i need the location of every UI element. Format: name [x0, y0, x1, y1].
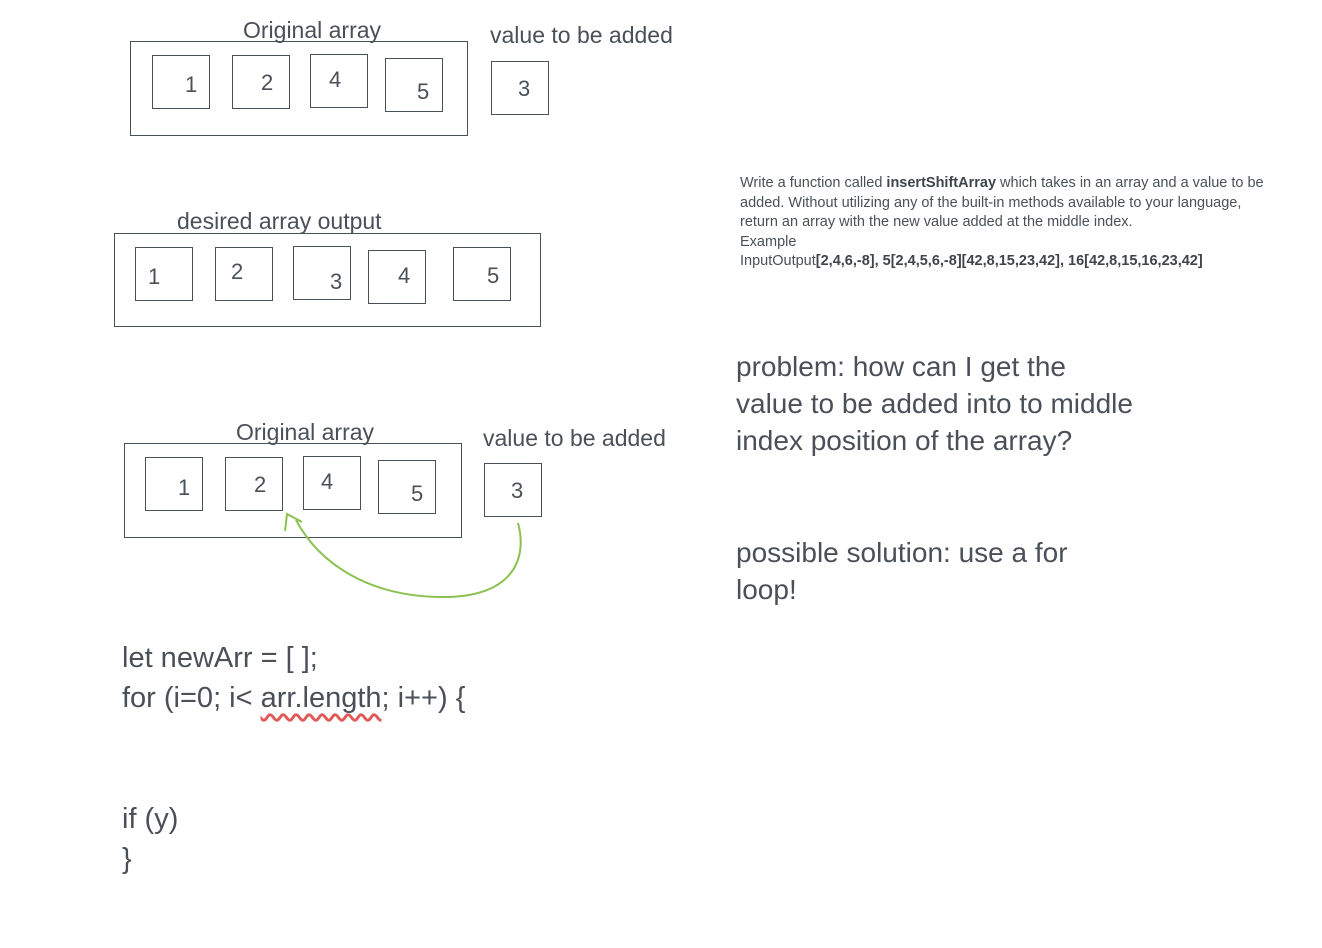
original-array-box-2 — [124, 443, 462, 538]
code-line-3: if (y) — [122, 803, 179, 835]
cell-value: 4 — [321, 469, 334, 494]
code-line-2: for (i=0; i< arr.length; i++) { — [122, 678, 465, 718]
possible-solution: possible solution: use a for loop! — [736, 537, 1068, 605]
cell-value: 3 — [330, 269, 343, 294]
cell-value: 2 — [261, 70, 274, 95]
desired-output-box — [114, 233, 541, 327]
cell-value: 1 — [148, 264, 161, 289]
array-cell: 1 — [152, 55, 210, 109]
problem-description: Write a function called insertShiftArray… — [740, 174, 1270, 272]
cell-value: 4 — [398, 263, 411, 288]
cell-value: 2 — [254, 472, 267, 497]
array-cell: 3 — [293, 246, 351, 300]
array-cell: 4 — [310, 54, 368, 108]
cell-value: 5 — [411, 481, 424, 506]
value-cell: 3 — [491, 61, 549, 115]
desired-output-title: desired array output — [177, 208, 382, 234]
value-to-add: 3 — [518, 76, 531, 101]
io-prefix: InputOutput — [740, 253, 816, 269]
problem-statement: problem: how can I get the value to be a… — [736, 351, 1133, 456]
code-line-1: let newArr = [ ]; — [122, 642, 318, 674]
code-for-start: for (i=0; i< — [122, 682, 261, 714]
array-cell: 5 — [378, 460, 436, 514]
value-to-add-label-2: value to be added — [483, 425, 666, 451]
original-array-box-1 — [130, 41, 468, 136]
cell-value: 5 — [487, 263, 500, 288]
code-for-end: ; i++) { — [381, 682, 466, 714]
array-cell: 2 — [225, 457, 283, 511]
description-text-cont: which takes in an array and a value to b… — [740, 175, 1264, 230]
code-arr-length: arr.length — [260, 682, 382, 714]
io-values: [2,4,6,-8], 5[2,4,5,6,-8][42,8,15,23,42]… — [815, 253, 1203, 269]
array-cell: 5 — [453, 247, 511, 301]
cell-value: 4 — [329, 67, 342, 92]
function-name: insertShiftArray — [886, 175, 997, 191]
array-cell: 4 — [368, 250, 426, 304]
array-cell: 2 — [232, 55, 290, 109]
value-cell: 3 — [484, 463, 542, 517]
array-cell: 4 — [303, 456, 361, 510]
array-cell: 5 — [385, 58, 443, 112]
original-array-title-1: Original array — [243, 17, 382, 43]
array-cell: 1 — [135, 247, 193, 301]
description-text: Write a function called — [740, 175, 887, 191]
cell-value: 5 — [417, 79, 430, 104]
cell-value: 2 — [231, 259, 244, 284]
array-cell: 2 — [215, 247, 273, 301]
cell-value: 1 — [185, 72, 198, 97]
example-label: Example — [740, 233, 797, 250]
array-cell: 1 — [145, 457, 203, 511]
original-array-title-2: Original array — [236, 419, 375, 445]
value-to-add-label-1: value to be added — [490, 22, 673, 48]
cell-value: 1 — [178, 475, 191, 500]
code-line-4: } — [122, 843, 132, 875]
value-to-add: 3 — [511, 478, 524, 503]
